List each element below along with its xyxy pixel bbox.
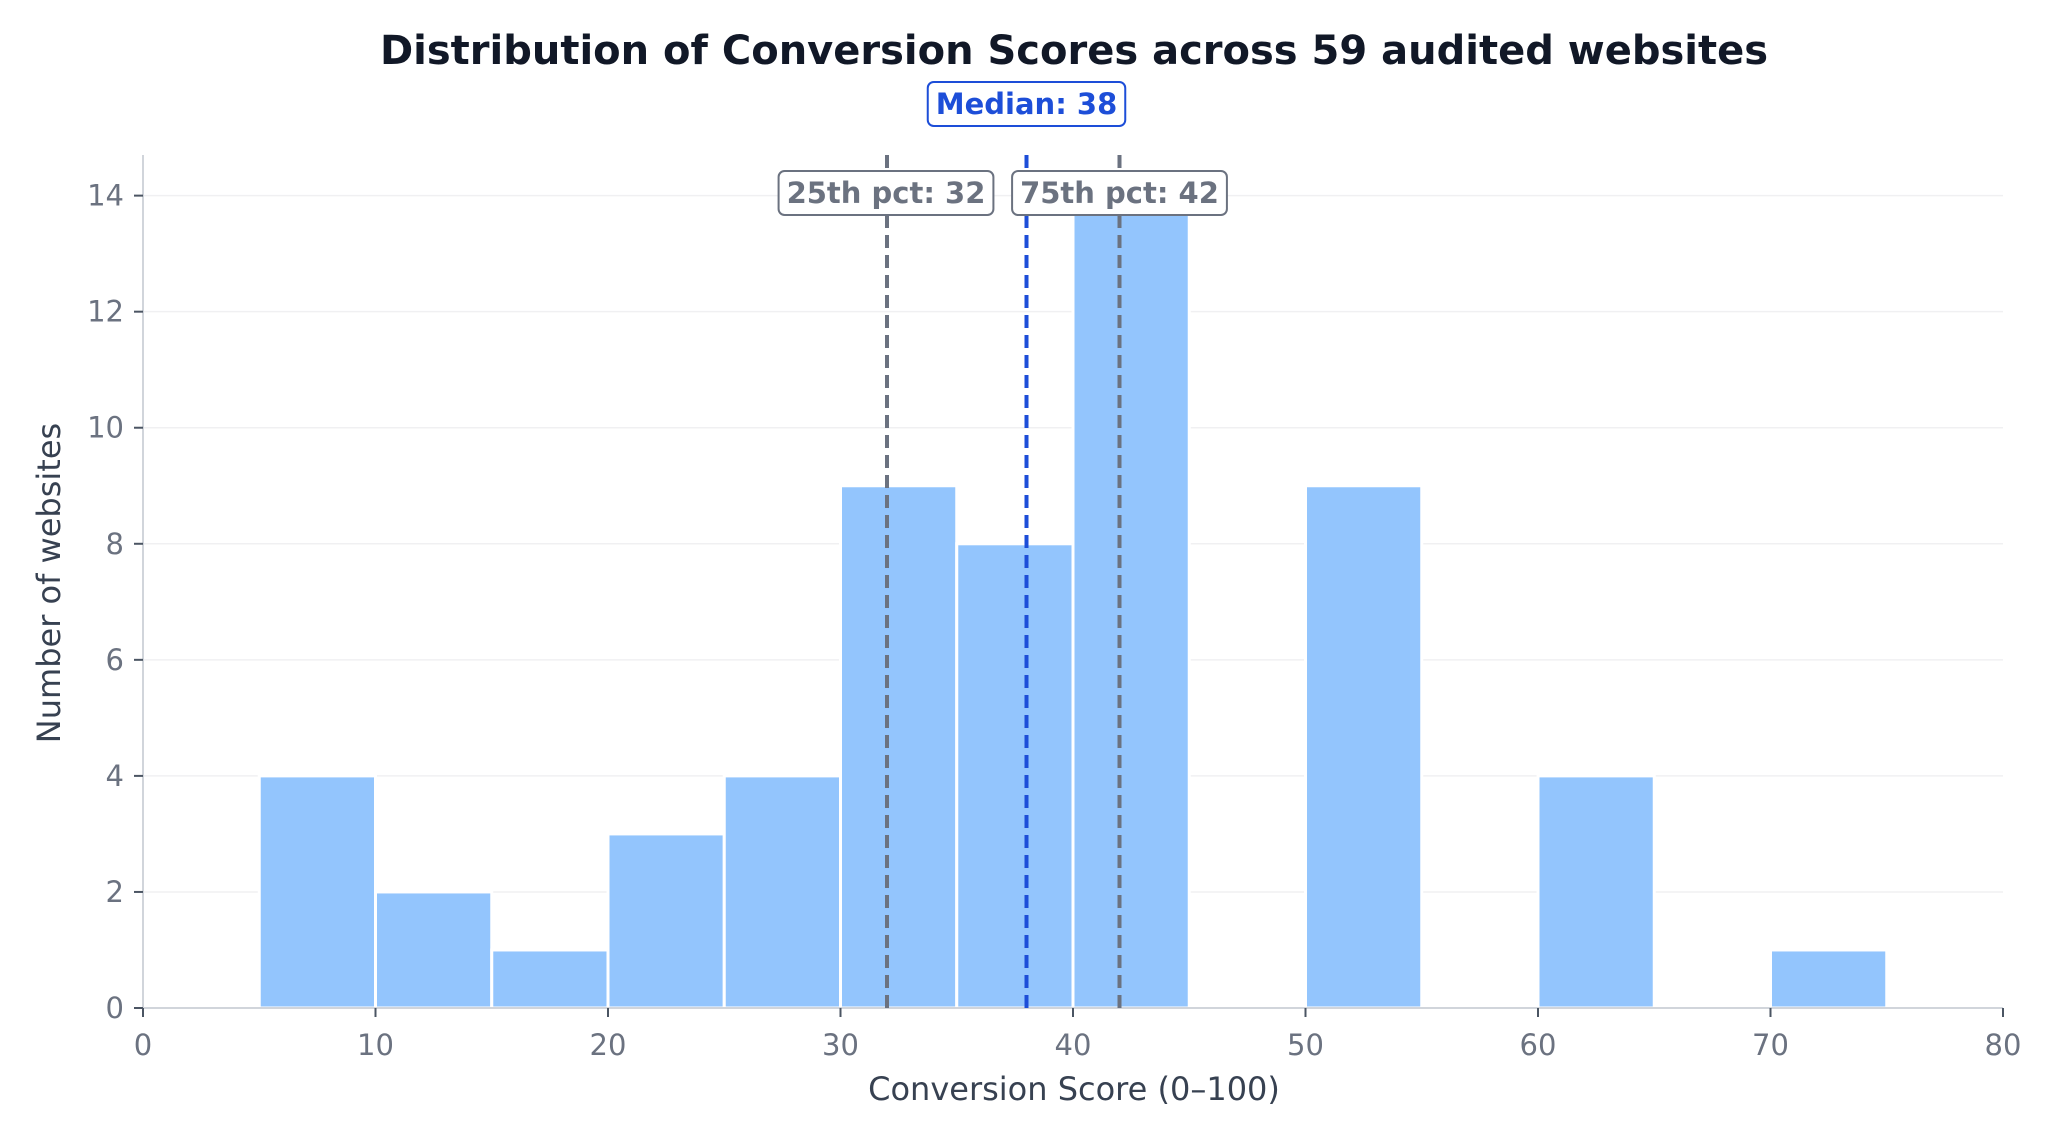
x-tick-label-20: 20 (590, 1028, 627, 1062)
median-label-box: Median: 38 (926, 81, 1127, 127)
histogram-bar-40-45 (1071, 194, 1191, 1010)
percentile-markers: Median: 38 25th pct: 32 75th pct: 42 (777, 81, 1228, 1008)
y-tick-label-6: 6 (106, 643, 124, 677)
histogram-bar-15-20 (490, 948, 610, 1010)
chart-title: Distribution of Conversion Scores across… (380, 28, 1768, 74)
axis-ticks: 0 10 20 30 40 50 60 70 80 0 2 4 6 8 10 12 14 (87, 179, 2021, 1062)
median-label-frame (926, 81, 1127, 127)
y-tick-label-12: 12 (87, 295, 124, 329)
y-tick-label-0: 0 (106, 991, 124, 1025)
histogram-bar-50-55 (1304, 484, 1424, 1010)
p25-label: 25th pct: 32 (787, 176, 986, 210)
histogram-bar-20-25 (606, 832, 726, 1010)
y-tick-label-14: 14 (87, 179, 124, 213)
histogram-bar-10-15 (374, 890, 494, 1010)
histogram-bars (257, 194, 1889, 1010)
y-tick-label-4: 4 (106, 759, 124, 793)
p25-label-frame (777, 170, 995, 216)
p75-label-box: 75th pct: 42 (1011, 170, 1228, 216)
histogram-bar-35-40 (955, 542, 1075, 1010)
x-tick-label-70: 70 (1752, 1028, 1789, 1062)
histogram-bar-5-10 (257, 774, 377, 1010)
p25-label-box: 25th pct: 32 (777, 170, 995, 216)
histogram-bar-30-35 (839, 484, 959, 1010)
x-tick-label-30: 30 (822, 1028, 859, 1062)
x-tick-label-80: 80 (1985, 1028, 2022, 1062)
x-tick-label-10: 10 (357, 1028, 394, 1062)
x-tick-label-50: 50 (1287, 1028, 1324, 1062)
histogram-bar-60-65 (1536, 774, 1656, 1010)
y-axis-title: Number of websites (30, 423, 68, 743)
x-axis-title: Conversion Score (0–100) (868, 1070, 1280, 1108)
x-tick-label-60: 60 (1520, 1028, 1557, 1062)
median-label: Median: 38 (936, 87, 1118, 121)
y-tick-label-2: 2 (106, 875, 124, 909)
y-tick-label-8: 8 (106, 527, 124, 561)
y-tick-label-10: 10 (87, 411, 124, 445)
histogram-bar-25-30 (722, 774, 842, 1010)
x-tick-label-40: 40 (1055, 1028, 1092, 1062)
p75-label: 75th pct: 42 (1020, 176, 1219, 210)
p75-label-frame (1011, 170, 1228, 216)
x-tick-label-0: 0 (134, 1028, 152, 1062)
histogram-bar-70-75 (1769, 948, 1889, 1010)
